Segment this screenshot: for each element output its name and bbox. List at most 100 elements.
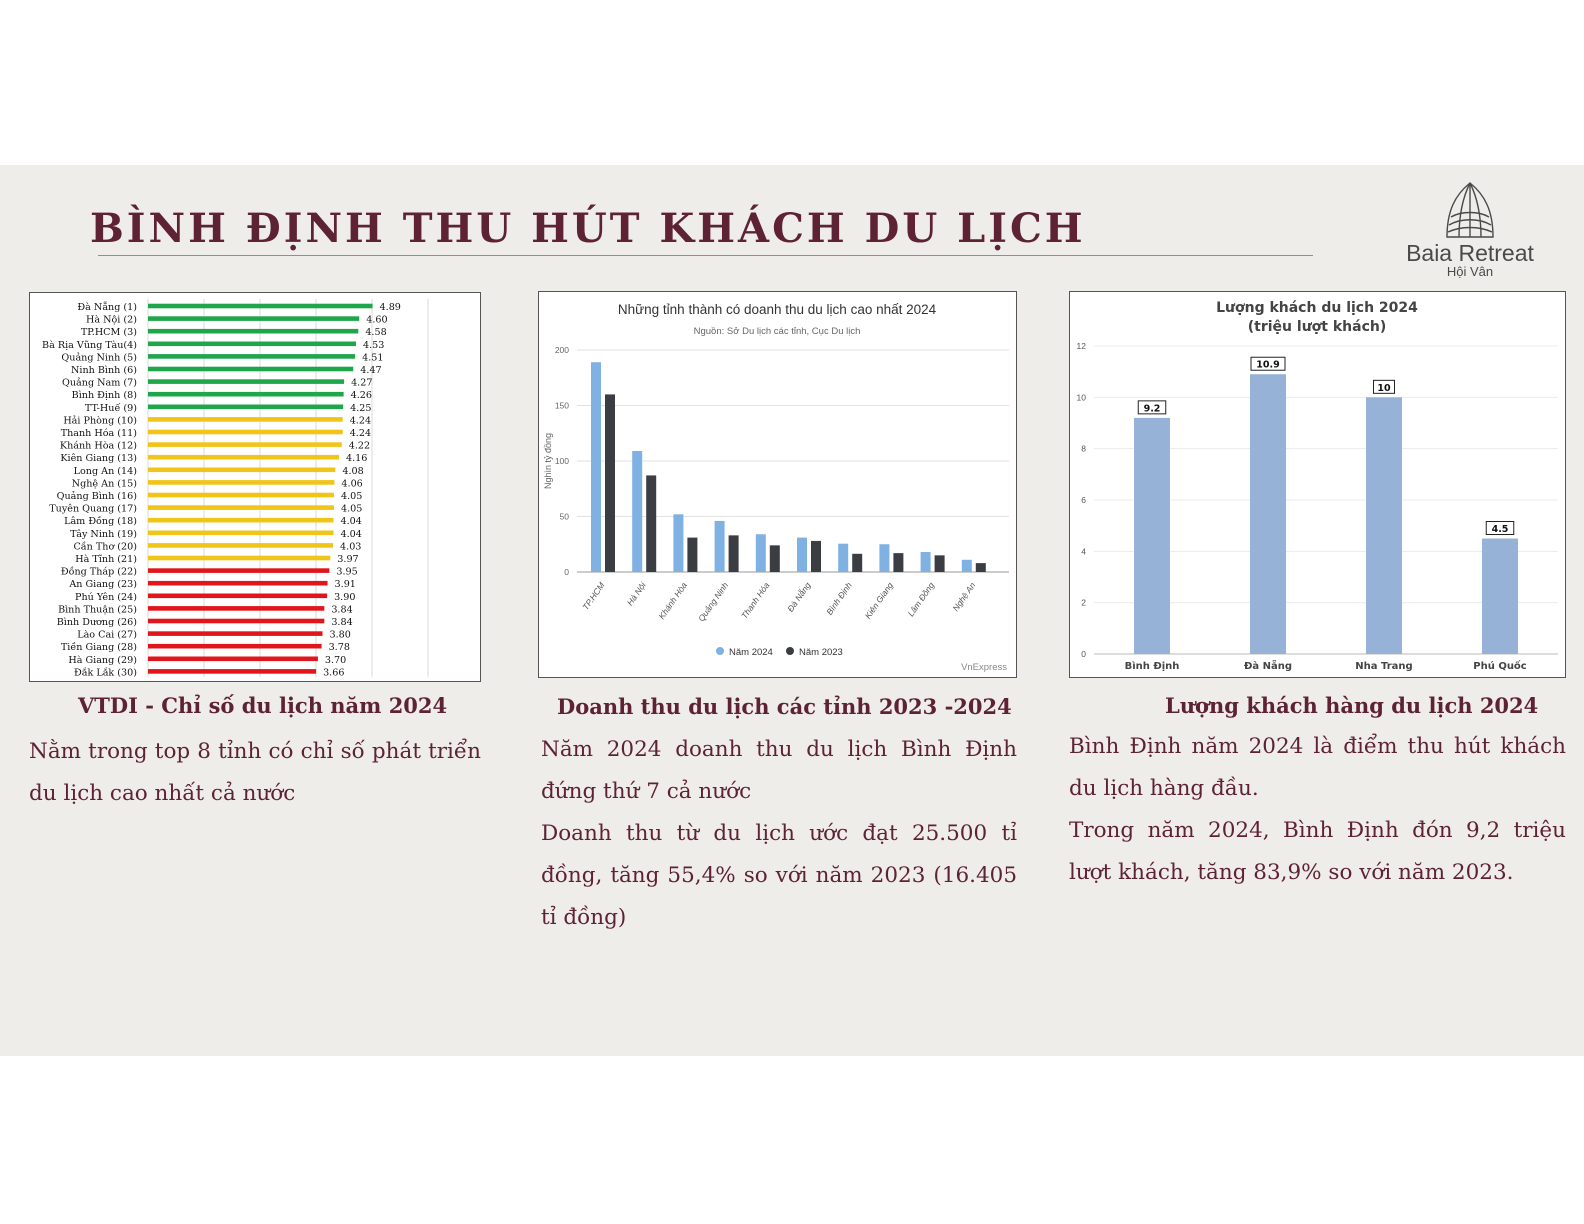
vtdi-bar [148, 316, 360, 321]
visitors-value-box [1373, 379, 1395, 394]
visitors-y-tick: 0 [1081, 649, 1086, 659]
vtdi-category-label: Hà Giang (29) [68, 655, 137, 666]
vtdi-category-label: Quảng Ninh (5) [61, 352, 137, 363]
revenue-bar [646, 475, 657, 572]
revenue-bar [673, 514, 684, 572]
vtdi-value-label: 4.06 [341, 478, 362, 489]
visitors-chart-title: Lượng khách du lịch 2024 [1216, 300, 1418, 316]
vtdi-bar [148, 404, 344, 410]
revenue-bar [920, 552, 931, 572]
revenue-bar [893, 553, 904, 572]
vtdi-value-label: 3.97 [337, 554, 358, 565]
vtdi-category-label: Ninh Bình (6) [71, 365, 137, 376]
visitors-value-label: 10.9 [1256, 360, 1279, 371]
vtdi-category-label: An Giang (23) [68, 579, 137, 590]
vtdi-bar [148, 366, 354, 372]
revenue-bar [852, 553, 863, 572]
vtdi-category-label: Tây Ninh (19) [70, 529, 137, 540]
revenue-y-tick: 150 [555, 401, 569, 411]
vtdi-bar [148, 631, 323, 636]
title-divider [98, 255, 1313, 256]
vtdi-bar [148, 555, 331, 561]
visitors-value-box [1137, 400, 1167, 415]
vtdi-category-label: Quảng Nam (7) [62, 378, 137, 389]
visitors-value-label: 9.2 [1144, 403, 1161, 414]
revenue-category-label: Kiên Giang [863, 580, 895, 620]
revenue-category-label: TP.HCM [580, 580, 607, 612]
revenue-y-axis-label: Nghìn tỷ đồng [543, 433, 553, 489]
revenue-legend-marker [716, 647, 724, 655]
revenue-bar [797, 537, 807, 572]
revenue-category-label: Đà Nẵng [785, 580, 813, 613]
vtdi-value-label: 3.80 [329, 630, 350, 641]
revenue-bar [961, 559, 972, 572]
vtdi-category-label: Bình Dương (26) [57, 617, 137, 628]
vtdi-value-label: 4.47 [360, 365, 381, 376]
visitors-chart-svg: Lượng khách du lịch 2024 (triệu lượt khác… [1077, 300, 1558, 672]
revenue-bar [755, 534, 766, 572]
vtdi-chart-svg: Đà Nẵng (1) 4.89 Hà Nội (2) 4.60 TP.HCM (3) 4… [42, 299, 429, 678]
visitors-category-label: Đà Nẵng [1244, 659, 1292, 672]
revenue-y-tick: 200 [555, 345, 569, 355]
visitors-y-tick: 2 [1081, 598, 1086, 608]
vtdi-category-label: Lâm Đồng (18) [64, 516, 137, 527]
vtdi-value-label: 4.51 [362, 352, 383, 363]
vtdi-category-label: Lào Cai (27) [77, 630, 137, 641]
revenue-bar [687, 537, 698, 572]
visitors-category-label: Nha Trang [1355, 661, 1412, 672]
vtdi-value-label: 3.91 [335, 579, 356, 590]
vtdi-category-label: Nghệ An (15) [72, 478, 137, 489]
logo-name: Baia Retreat [1406, 240, 1534, 266]
revenue-bar [605, 394, 615, 572]
visitors-chart: Lượng khách du lịch 2024 (triệu lượt khác… [1069, 291, 1566, 678]
vtdi-value-label: 4.04 [341, 529, 362, 540]
vtdi-bar [148, 391, 344, 397]
visitors-bar [1366, 397, 1402, 654]
revenue-y-tick: 100 [555, 456, 569, 466]
vtdi-category-label: Quảng Bình (16) [57, 491, 137, 502]
vtdi-caption: VTDI - Chỉ số du lịch năm 2024 [78, 693, 448, 718]
vtdi-bar [148, 505, 334, 510]
vtdi-bar [148, 669, 317, 674]
revenue-paragraph-1: Năm 2024 doanh thu du lịch Bình Định đứn… [541, 737, 1017, 804]
revenue-bar [632, 451, 643, 572]
vtdi-bar [148, 341, 357, 347]
visitors-bar [1134, 417, 1170, 654]
vtdi-value-label: 4.27 [351, 378, 372, 389]
vtdi-bar [148, 593, 328, 599]
vtdi-value-label: 4.08 [342, 466, 363, 477]
revenue-legend-marker [786, 647, 794, 655]
revenue-legend-label: Năm 2023 [799, 647, 843, 658]
vtdi-category-label: TT-Huế (9) [85, 403, 137, 414]
vtdi-chart: Đà Nẵng (1) 4.89 Hà Nội (2) 4.60 TP.HCM (3) 4… [29, 292, 481, 682]
revenue-source-label: VnExpress [961, 662, 1007, 673]
vtdi-value-label: 4.53 [363, 340, 384, 351]
vtdi-value-label: 3.66 [323, 667, 344, 678]
vtdi-bar [148, 656, 318, 662]
visitors-value-box [1485, 521, 1515, 535]
vtdi-bar [148, 354, 356, 359]
vtdi-bar [148, 492, 334, 498]
visitors-bar [1250, 374, 1286, 654]
visitors-y-tick: 4 [1081, 546, 1086, 556]
visitors-description: Bình Định năm 2024 là điểm thu hút khách… [1069, 726, 1566, 894]
vtdi-value-label: 4.60 [366, 315, 387, 326]
vtdi-category-label: Long An (14) [74, 466, 137, 477]
slide: BÌNH ĐỊNH THU HÚT KHÁCH DU LỊCH Baia Ret… [0, 165, 1584, 1056]
vtdi-bar [148, 454, 340, 460]
vtdi-value-label: 4.24 [350, 415, 371, 426]
vtdi-category-label: Hà Tĩnh (21) [75, 554, 137, 565]
vtdi-category-label: Khánh Hòa (12) [60, 441, 137, 452]
vtdi-bar [148, 303, 373, 309]
vtdi-category-label: TP.HCM (3) [81, 327, 137, 338]
revenue-category-label: Thanh Hóa [739, 580, 771, 620]
lotus-shell-icon [1446, 182, 1494, 238]
vtdi-bar [148, 328, 359, 334]
revenue-legend-label: Năm 2024 [729, 647, 773, 658]
page-title: BÌNH ĐỊNH THU HÚT KHÁCH DU LỊCH [90, 205, 1086, 252]
vtdi-value-label: 3.70 [325, 655, 346, 666]
vtdi-value-label: 3.90 [334, 592, 355, 603]
vtdi-bar [148, 530, 334, 536]
vtdi-value-label: 4.22 [349, 441, 370, 452]
revenue-bar [811, 540, 821, 572]
